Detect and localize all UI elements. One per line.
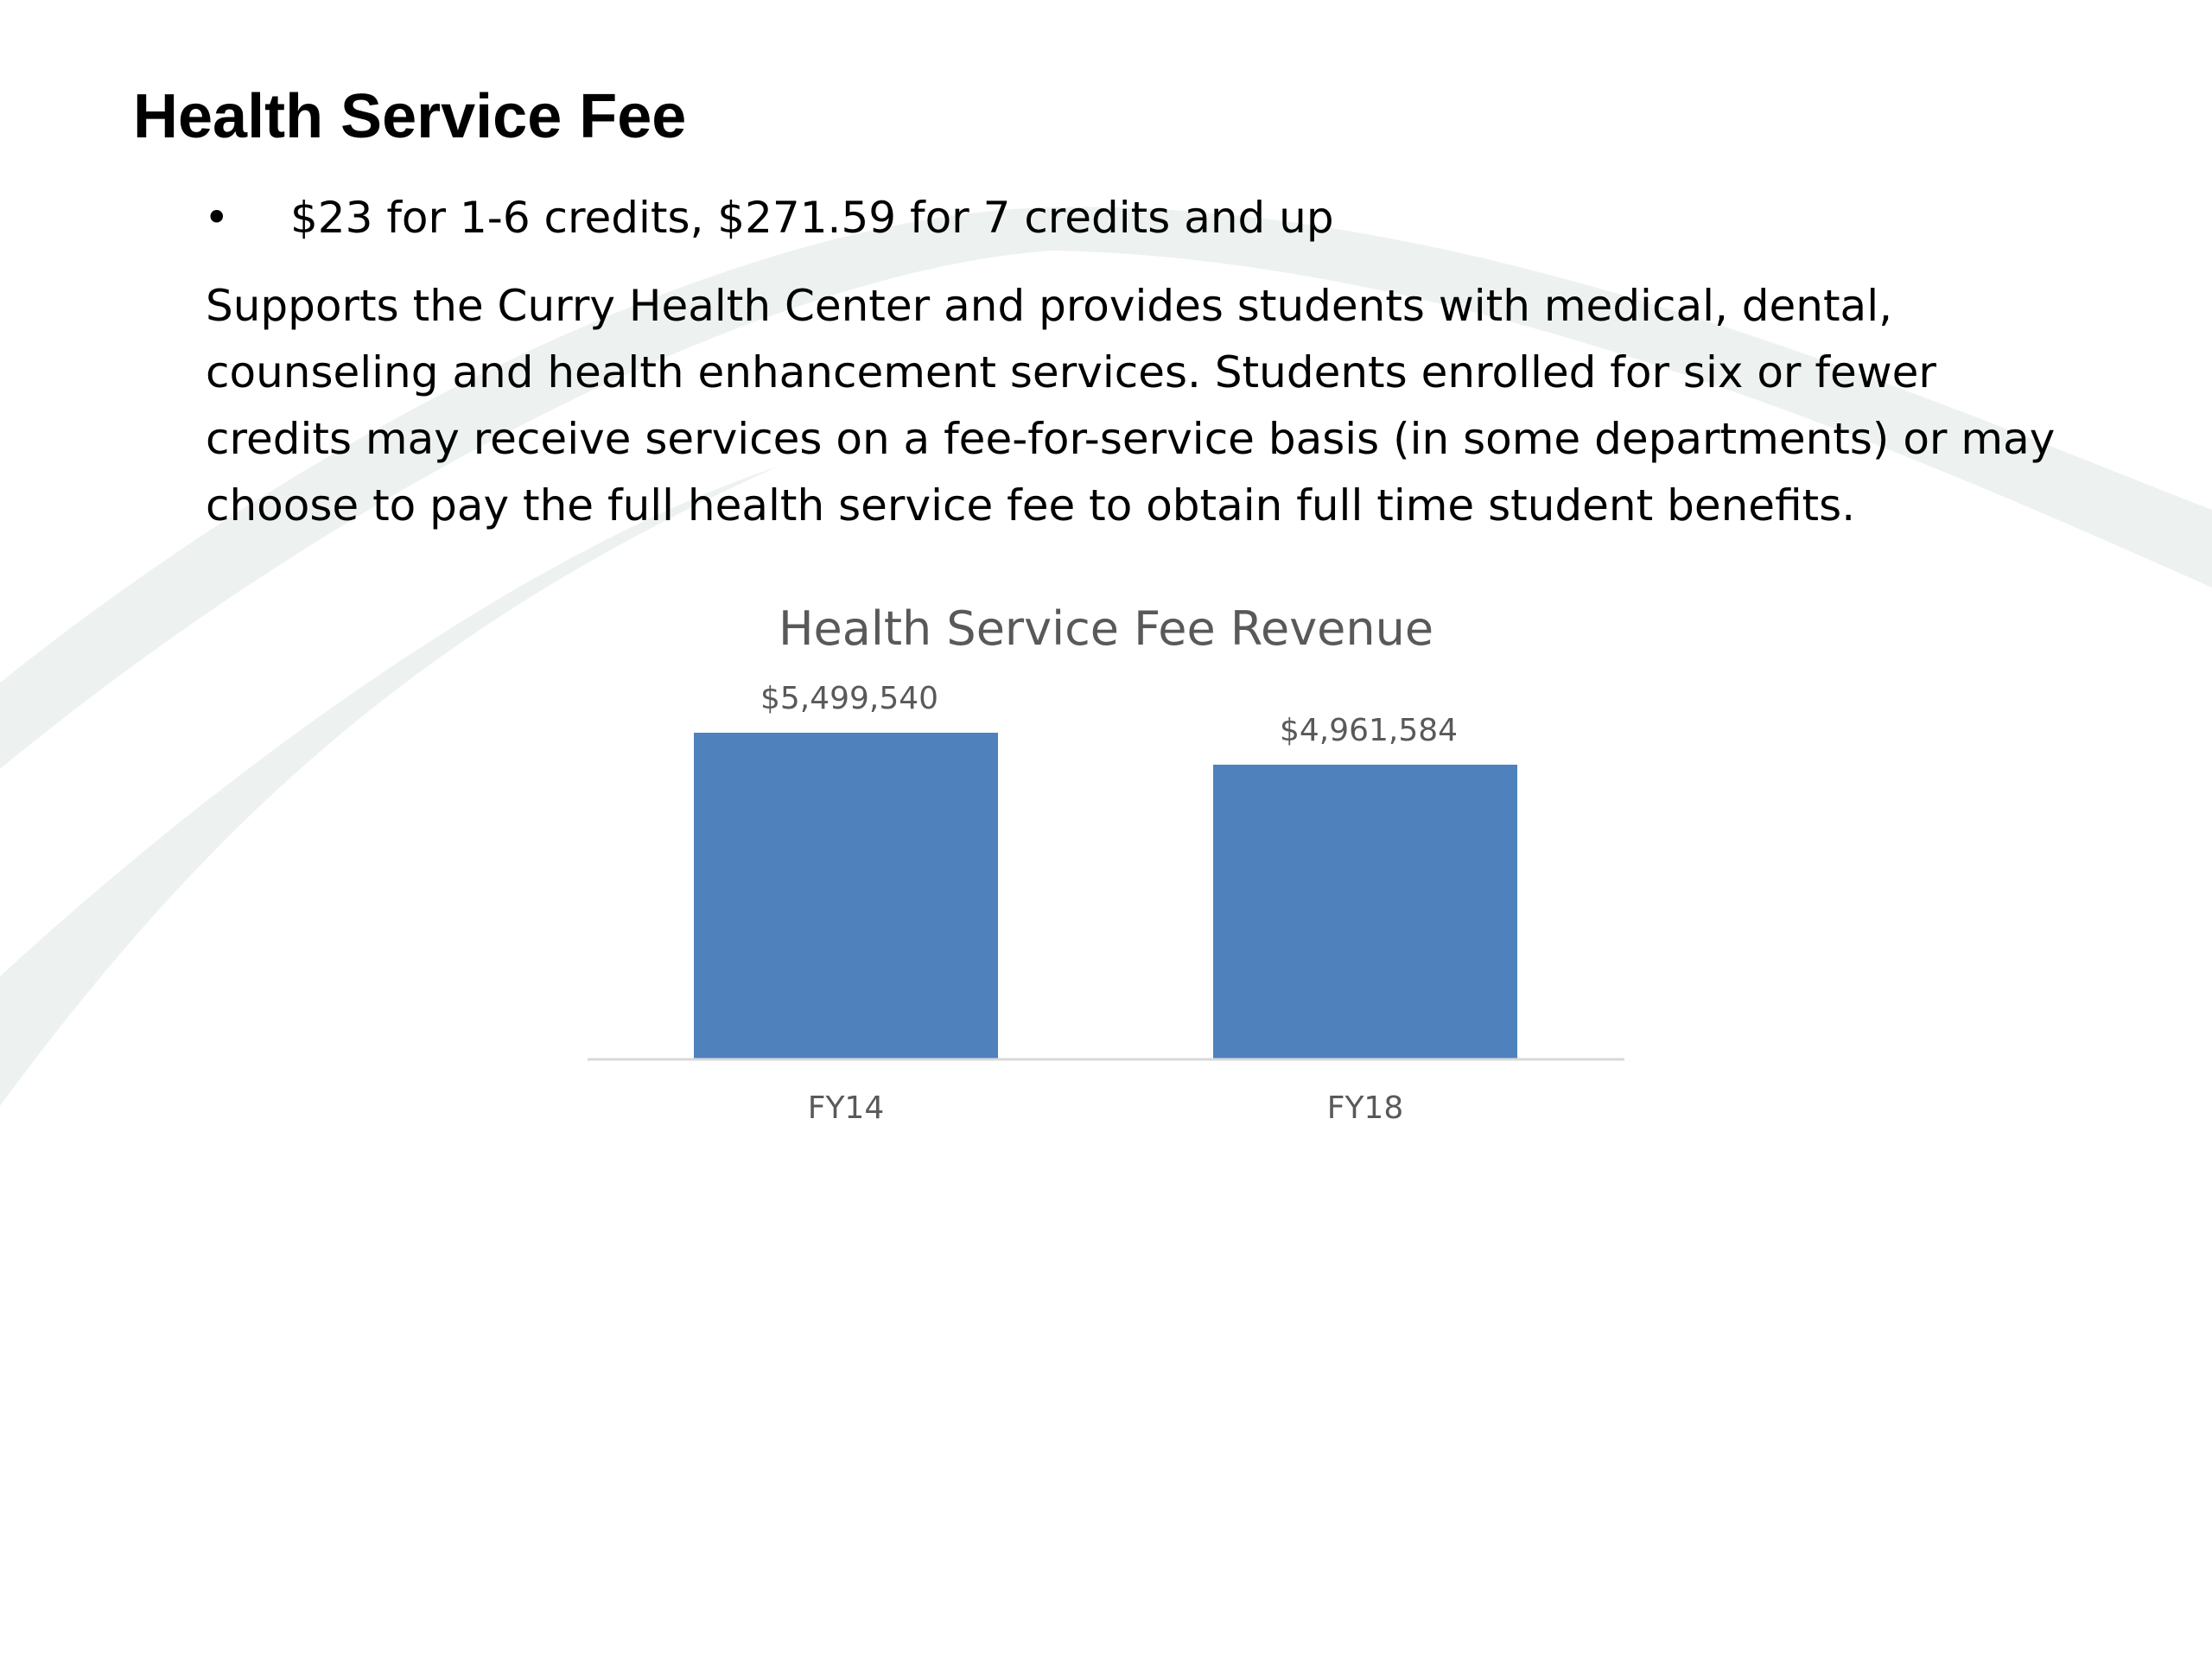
bullet-marker: •	[204, 193, 230, 243]
bullet-text: $23 for 1-6 credits, $271.59 for 7 credi…	[290, 193, 1334, 243]
body-paragraph: Supports the Curry Health Center and pro…	[206, 281, 2056, 531]
chart-title: Health Service Fee Revenue	[779, 601, 1433, 656]
slide-title: Health Service Fee	[133, 82, 687, 151]
bar-fy14	[694, 733, 998, 1059]
swoosh-shape	[0, 207, 2212, 769]
bullet-item: • $23 for 1-6 credits, $271.59 for 7 cred…	[204, 192, 1334, 244]
data-label-fy18: $4,961,584	[1280, 713, 1458, 748]
data-label-fy14: $5,499,540	[760, 681, 938, 716]
category-label-fy14: FY14	[808, 1090, 885, 1126]
bar-fy18	[1213, 764, 1517, 1059]
category-label-fy18: FY18	[1327, 1090, 1404, 1126]
